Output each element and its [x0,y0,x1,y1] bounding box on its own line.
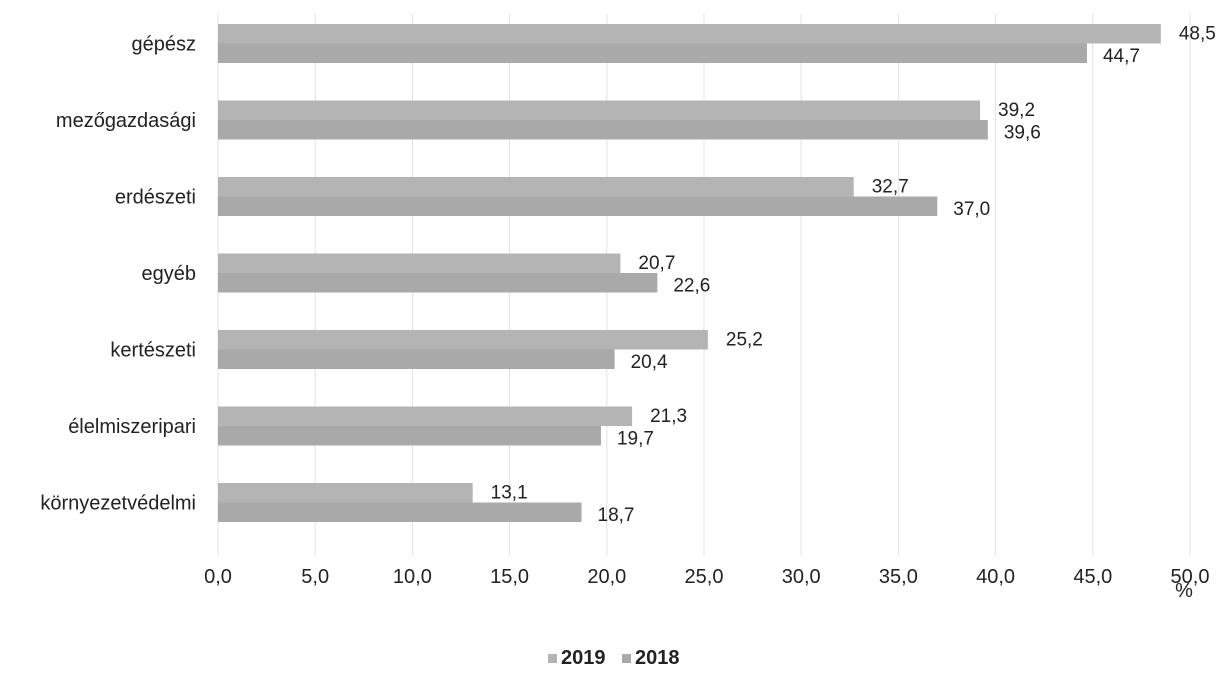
category-label: kertészeti [110,340,196,362]
data-label-2019: 32,7 [872,177,909,198]
legend-label-2019: 2019 [561,647,606,669]
data-label-2019: 48,5 [1179,24,1216,45]
bar-2019 [218,483,473,503]
legend-label-2018: 2018 [635,647,680,669]
x-axis-tick-labels: 0,0 5,0 10,0 15,0 20,0 25,0 30,0 35,0 40,0 45,0 50… [204,566,1209,588]
category-label: mezőgazdasági [56,110,196,132]
bar-2019 [218,253,621,273]
data-label-2019: 21,3 [650,406,687,427]
x-axis-unit-label: % [1175,580,1193,602]
bar-2019 [218,330,708,350]
category-label: egyéb [142,263,197,285]
x-tick-label: 35,0 [879,566,918,588]
legend-swatch-2019 [548,654,557,663]
data-label-2018: 20,4 [631,352,668,373]
x-tick-label: 15,0 [490,566,529,588]
bars [218,24,1161,522]
x-tick-label: 5,0 [301,566,329,588]
legend: 2019 2018 [548,647,680,669]
data-labels: 48,5 44,7 39,239,6 32,7 37,0 20,722,6 25,2 20,4… [491,24,1216,527]
bar-2018 [218,120,988,140]
x-tick-label: 25,0 [685,566,724,588]
data-label-2019: 25,2 [726,330,763,351]
x-tick-label: 45,0 [1073,566,1112,588]
data-label-2018: 18,7 [598,505,635,526]
x-tick-label: 10,0 [393,566,432,588]
x-tick-label: 50,0 [1171,566,1210,588]
category-label: erdészeti [115,187,196,209]
data-label-2019: 13,1 [491,483,528,504]
data-label-2018: 44,7 [1103,46,1140,67]
category-label: élelmiszeripari [68,416,196,438]
bar-2019 [218,177,854,197]
bar-2019 [218,24,1161,44]
bar-2018 [218,349,615,369]
category-labels: gépész mezőgazdasági erdészeti egyéb kertész… [40,34,196,515]
category-label: környezetvédelmi [40,493,196,515]
bar-2018 [218,43,1087,63]
bar-2019 [218,406,633,426]
bar-2018 [218,502,582,522]
bar-2018 [218,273,658,293]
x-tick-label: 40,0 [976,566,1015,588]
legend-swatch-2018 [622,654,631,663]
data-label-2018: 37,0 [953,199,990,220]
x-tick-label: 0,0 [204,566,232,588]
category-label: gépész [132,34,197,56]
data-label-2018: 19,7 [617,429,654,450]
data-label-2018: 22,6 [673,276,710,297]
bar-2018 [218,196,938,216]
data-label-2019: 20,7 [638,253,675,274]
data-label-2018: 39,6 [1004,123,1041,144]
x-tick-label: 30,0 [782,566,821,588]
x-tick-label: 20,0 [587,566,626,588]
bar-2019 [218,100,981,120]
data-label-2019: 39,2 [998,100,1035,121]
bar-2018 [218,426,601,446]
